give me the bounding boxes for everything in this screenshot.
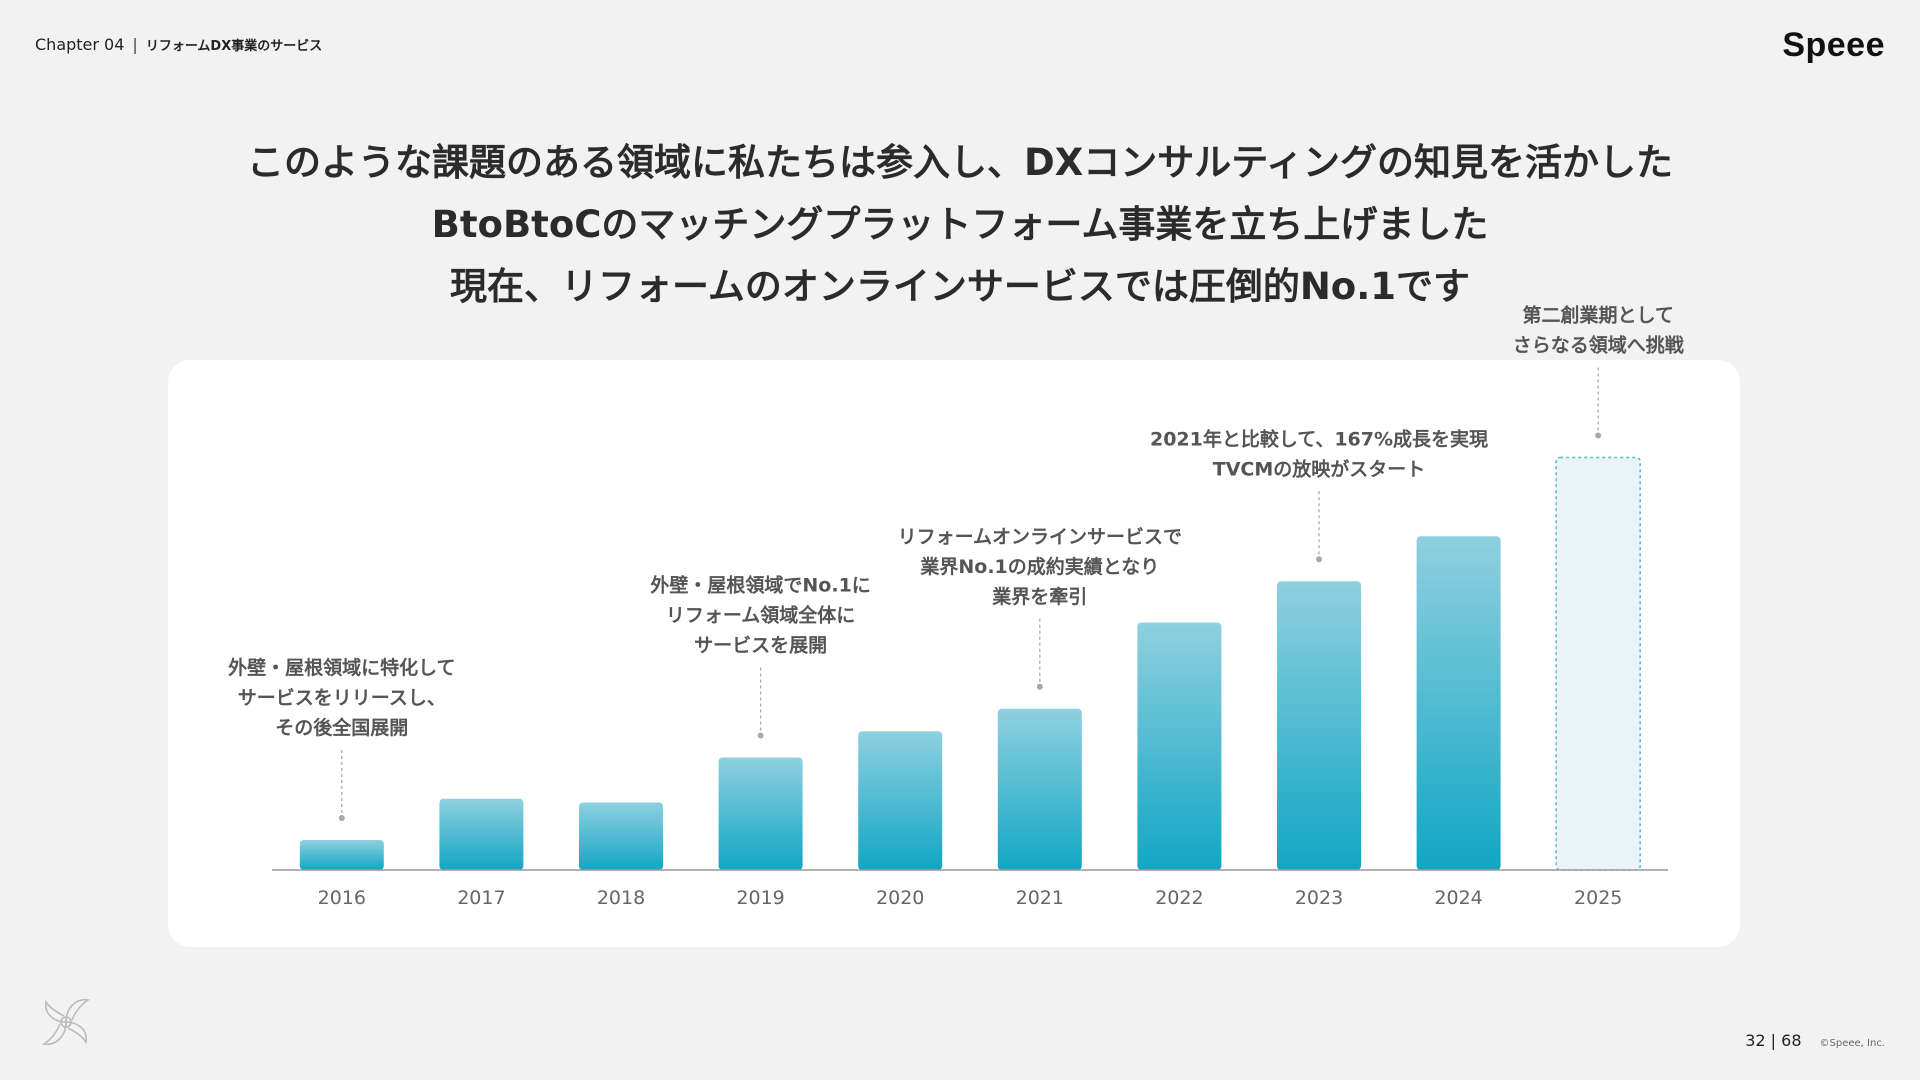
annotation-2021-line-1: リフォームオンラインサービスで [898, 526, 1182, 548]
page-number: 32 | 68 [1745, 1031, 1802, 1050]
annotation-2016-line-1: 外壁・屋根領域に特化して [228, 656, 455, 679]
annotation-2016-line-2: サービスをリリースし、 [238, 687, 446, 709]
annotation-2025-line-1: 第二創業期として [1522, 304, 1673, 327]
annotation-dot-2016 [338, 815, 345, 821]
bar-2018 [579, 802, 663, 870]
x-tick-2025: 2025 [1574, 887, 1622, 909]
annotation-dot-2023 [1316, 556, 1322, 563]
annotation-2019-line-2: リフォーム領域全体に [666, 604, 855, 627]
x-tick-2016: 2016 [318, 887, 366, 909]
x-tick-2022: 2022 [1155, 887, 1203, 909]
bar-2021 [997, 708, 1082, 870]
bar-2023 [1277, 581, 1361, 870]
copyright: ©Speee, Inc. [1819, 1038, 1885, 1049]
x-tick-2023: 2023 [1295, 887, 1343, 909]
annotation-2019-line-1: 外壁・屋根領域でNo.1に [650, 574, 870, 597]
annotation-2025-line-2: さらなる領域へ挑戦 [1513, 334, 1684, 357]
chapter-label: Chapter 04 [35, 35, 125, 54]
x-tick-2018: 2018 [597, 887, 645, 909]
x-tick-2017: 2017 [457, 887, 505, 909]
annotation-dot-2021 [1036, 683, 1043, 690]
annotation-dot-2019 [757, 732, 764, 739]
annotation-2023-line-2: TVCMの放映がスタート [1213, 457, 1426, 480]
annotation-2019-line-3: サービスを展開 [694, 635, 827, 657]
headline: このような課題のある領域に私たちは参入し、DXコンサルティングの知見を活かした … [0, 132, 1920, 318]
x-tick-2020: 2020 [876, 887, 924, 909]
x-tick-2021: 2021 [1016, 887, 1064, 909]
bar-2020 [858, 731, 943, 870]
brand-logo: Speee [1782, 26, 1885, 64]
bar-2022 [1137, 622, 1222, 870]
chapter-header: Chapter 04 | リフォームDX事業のサービス [35, 35, 322, 54]
chapter-separator: | [132, 35, 138, 54]
bar-2019 [718, 757, 803, 870]
section-title: リフォームDX事業のサービス [145, 39, 323, 54]
annotation-2021-line-3: 業界を牽引 [991, 585, 1087, 608]
footer: 32 | 68 ©Speee, Inc. [1745, 1031, 1885, 1050]
bar-2025 [1555, 456, 1641, 871]
speee-swirl-icon [41, 998, 91, 1046]
headline-line-3: 現在、リフォームのオンラインサービスでは圧倒的No.1です [449, 265, 1471, 308]
annotation-2021-line-2: 業界No.1の成約実績となり [919, 555, 1159, 578]
x-tick-2024: 2024 [1434, 887, 1482, 909]
annotation-2023-line-1: 2021年と比較して、167%成長を実現 [1150, 427, 1488, 450]
bar-2024 [1416, 536, 1501, 870]
bar-2017 [439, 798, 524, 870]
headline-line-2: BtoBtoCのマッチングプラットフォーム事業を立ち上げました [431, 203, 1489, 246]
x-tick-2019: 2019 [736, 887, 784, 909]
annotation-dot-2025 [1595, 432, 1602, 439]
headline-line-1: このような課題のある領域に私たちは参入し、DXコンサルティングの知見を活かした [246, 141, 1674, 184]
bar-2016 [299, 840, 384, 870]
annotation-2016-line-3: その後全国展開 [275, 716, 408, 739]
